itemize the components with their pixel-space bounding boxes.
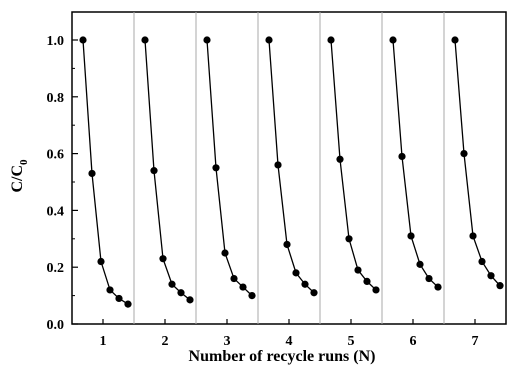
data-point [389, 36, 397, 44]
data-point [283, 240, 291, 249]
x-tick-label: 3 [224, 334, 231, 349]
data-point [460, 150, 468, 158]
y-axis-title: C/C0 [9, 159, 30, 193]
data-point [487, 272, 495, 280]
data-point [496, 282, 504, 290]
y-tick-label: 0.4 [47, 204, 65, 219]
series-line-run-7 [454, 39, 501, 287]
series-line-run-6 [392, 39, 439, 288]
data-point [310, 289, 318, 297]
x-tick-label: 2 [162, 334, 169, 349]
x-axis: 1 2 3 4 5 6 7 [100, 319, 479, 349]
y-axis-title-sub: 0 [18, 159, 30, 165]
data-point [345, 235, 353, 243]
data-point [212, 164, 220, 172]
data-point [168, 280, 176, 288]
y-tick-label: 0.8 [47, 91, 65, 106]
data-point [363, 277, 371, 285]
y-tick-label: 0.2 [47, 261, 65, 276]
data-point [248, 292, 256, 300]
data-point [451, 36, 459, 44]
data-point [407, 232, 415, 240]
data-point [186, 296, 194, 304]
data-point [301, 280, 309, 288]
svg-text:C/C0: C/C0 [9, 159, 30, 193]
data-point [221, 249, 229, 257]
data-point [469, 232, 477, 240]
x-tick-label: 4 [286, 334, 293, 349]
x-axis-title: Number of recycle runs (N) [189, 348, 376, 365]
plot-frame [71, 11, 507, 325]
y-tick-label: 0.6 [47, 148, 65, 163]
x-tick-label: 1 [100, 334, 107, 349]
data-point [398, 152, 406, 161]
x-tick-label: 5 [348, 334, 355, 349]
y-axis: 0.0 0.2 0.4 0.6 0.8 1.0 [47, 34, 78, 333]
data-point [159, 255, 167, 263]
data-point [354, 266, 362, 274]
data-point [177, 289, 185, 297]
data-point [124, 300, 132, 308]
data-point [230, 274, 238, 283]
data-point [239, 283, 247, 291]
data-point [203, 36, 211, 44]
y-axis-title-main: C/C [9, 165, 26, 193]
data-point [141, 36, 149, 44]
data-point [97, 257, 105, 266]
data-point [292, 269, 300, 277]
data-point [115, 294, 123, 303]
data-point [265, 36, 273, 44]
data-point [106, 286, 114, 294]
data-point [274, 161, 282, 169]
data-point [416, 260, 424, 268]
series-layer [79, 36, 504, 308]
y-tick-label: 1.0 [47, 34, 65, 49]
data-point [327, 36, 335, 44]
data-point [336, 155, 344, 163]
data-point [425, 274, 433, 283]
data-point [88, 169, 96, 178]
data-point [434, 283, 442, 291]
x-tick-label: 7 [472, 334, 479, 349]
data-point [478, 257, 486, 266]
series-line-run-5 [330, 39, 377, 291]
data-point [372, 286, 380, 294]
data-point [150, 167, 158, 175]
data-point [79, 36, 87, 44]
x-tick-label: 6 [410, 334, 417, 349]
y-tick-label: 0.0 [47, 318, 65, 333]
run-separators [133, 12, 445, 324]
